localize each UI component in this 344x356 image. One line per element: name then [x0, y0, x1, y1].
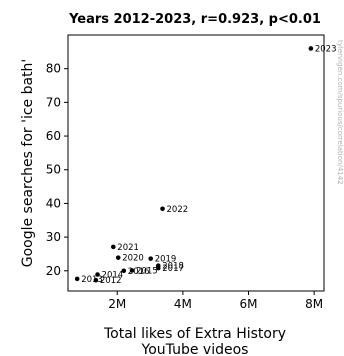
- data-point-label: 2015: [136, 266, 158, 276]
- y-tick-label: 30: [46, 230, 61, 244]
- plot-frame: [67, 34, 325, 292]
- data-point-label: 2022: [167, 205, 189, 215]
- x-axis: 2M 4M 6M 8M: [108, 291, 323, 311]
- data-point: [115, 255, 121, 260]
- data-point: [74, 276, 80, 282]
- data-point: [121, 268, 127, 274]
- data-point-label: 2019: [155, 255, 177, 265]
- data-point: [93, 277, 99, 283]
- x-axis-label-line-2: YouTube videos: [141, 342, 249, 356]
- credit-watermark: tylervigen.com/spurious/correlation/4142: [336, 40, 344, 185]
- data-point-label: 2023: [315, 44, 337, 54]
- data-point-label: 2020: [122, 254, 144, 264]
- y-tick-label: 20: [46, 264, 61, 278]
- y-tick-label: 50: [46, 163, 61, 177]
- data-point: [155, 263, 161, 269]
- chart-title: Years 2012-2023, r=0.923, p<0.01: [68, 12, 321, 27]
- y-tick-label: 80: [46, 62, 61, 76]
- y-tick-label: 70: [46, 95, 61, 109]
- data-point-label: 2014: [102, 270, 124, 280]
- x-axis-label-line-1: Total likes of Extra History: [103, 326, 286, 342]
- data-point: [308, 46, 314, 51]
- data-point: [95, 272, 100, 277]
- data-point: [160, 206, 165, 212]
- y-axis-label: Google searches for 'ice bath': [20, 59, 36, 268]
- data-point-label: 2017: [162, 264, 184, 274]
- data-point-label: 2021: [117, 243, 139, 253]
- y-tick-label: 40: [46, 196, 61, 210]
- x-tick-label: 6M: [240, 297, 258, 311]
- y-tick-label: 60: [46, 129, 61, 143]
- data-point-label: 2018: [162, 262, 184, 272]
- data-point: [148, 256, 154, 261]
- data-point-label: 2013: [81, 275, 103, 285]
- x-tick-label: 4M: [174, 297, 192, 311]
- x-tick-label: 8M: [305, 297, 323, 311]
- x-tick-label: 2M: [108, 297, 126, 311]
- data-point: [129, 268, 135, 273]
- data-point-label: 2016: [128, 267, 150, 277]
- data-point: [110, 244, 116, 250]
- data-point-label: 2012: [100, 276, 122, 286]
- y-axis: 20 30 40 50 60 70 80: [46, 62, 68, 278]
